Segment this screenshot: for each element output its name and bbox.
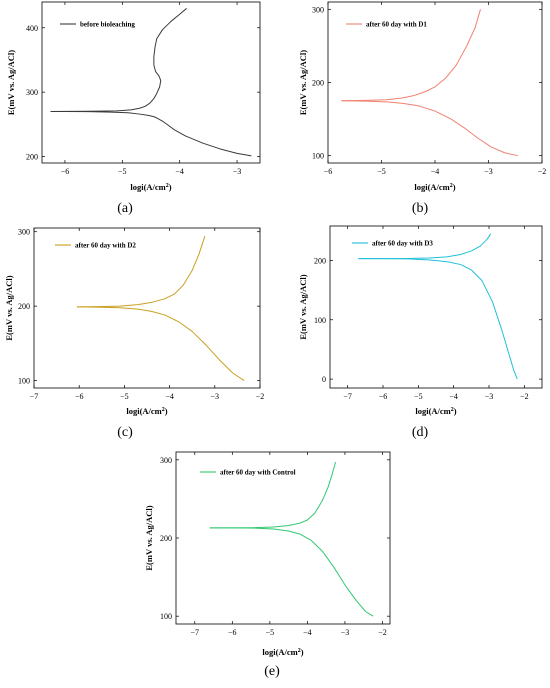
plot-frame [41, 1, 261, 164]
chart-panel-b: −6 −5 −4 −3 −2 100 200 300 after 60 day with D1 l… [298, 1, 547, 216]
plot-frame [33, 227, 261, 389]
x-tick-label: −2 [520, 392, 529, 401]
series-line-cathodic [341, 100, 519, 157]
series-line-anodic [50, 110, 252, 157]
x-tick-label: −3 [211, 392, 220, 401]
x-tick-label: −5 [414, 392, 423, 401]
x-tick-label: −5 [266, 628, 275, 637]
chart-panel-d: −7 −6 −5 −4 −3 −2 0 100 200 after 60 day with D3 l… [298, 225, 543, 440]
x-tick-label: −5 [120, 392, 129, 401]
x-axis-label: logi(A/cm2) [415, 406, 456, 416]
series-line-cathodic [209, 527, 374, 617]
panel-label: (e) [264, 664, 280, 679]
x-tick-label: −7 [343, 392, 352, 401]
series-line-anodic [76, 236, 206, 308]
series-line-cathodic [50, 8, 187, 112]
y-tick-label: 300 [18, 228, 30, 237]
x-tick-label: −4 [175, 167, 184, 176]
legend-label: after 60 day with D3 [372, 240, 433, 248]
legend-label: after 60 day with D1 [366, 21, 427, 29]
x-tick-label: −7 [191, 628, 200, 637]
x-axis-label: logi(A/cm2) [130, 182, 171, 192]
x-tick-label: −2 [538, 167, 547, 176]
x-tick-label: −2 [256, 392, 265, 401]
panel-label: (c) [117, 425, 133, 440]
y-tick-label: 100 [312, 152, 324, 161]
y-axis-label: E(mV vs. Ag/ACl) [4, 275, 14, 340]
x-tick-label: −7 [30, 392, 39, 401]
y-tick-label: 200 [26, 153, 38, 162]
x-tick-label: −3 [485, 392, 494, 401]
y-tick-label: 200 [314, 256, 326, 265]
x-axis-label: logi(A/cm2) [262, 647, 303, 657]
plot-frame [175, 451, 391, 625]
legend-label: before bioleaching [80, 21, 135, 29]
x-tick-label: −5 [118, 167, 127, 176]
x-tick-label: −4 [165, 392, 174, 401]
plot-frame [329, 225, 543, 389]
x-tick-label: −5 [377, 167, 386, 176]
x-tick-label: −4 [449, 392, 458, 401]
x-tick-label: −6 [324, 167, 333, 176]
x-tick-label: −6 [75, 392, 84, 401]
legend-label: after 60 day with Control [220, 469, 296, 477]
y-tick-label: 200 [160, 534, 172, 543]
x-tick-label: −4 [303, 628, 312, 637]
x-axis-label: logi(A/cm2) [414, 182, 455, 192]
y-axis-label: E(mV vs. Ag/ACl) [298, 274, 308, 339]
series-line-anodic [341, 9, 481, 102]
y-tick-label: 300 [160, 456, 172, 465]
y-tick-label: 400 [26, 24, 38, 33]
x-tick-label: −4 [431, 167, 440, 176]
y-tick-label: 300 [26, 88, 38, 97]
legend-label: after 60 day with D2 [75, 242, 136, 250]
x-axis-label: logi(A/cm2) [126, 406, 167, 416]
x-tick-label: −2 [378, 628, 387, 637]
chart-panel-c: −7 −6 −5 −4 −3 −2 100 200 300 after 60 day with D… [4, 227, 265, 440]
panel-label: (b) [412, 201, 429, 216]
y-tick-label: 100 [160, 612, 172, 621]
y-tick-label: 200 [312, 79, 324, 88]
panel-label: (d) [412, 425, 429, 440]
y-axis-label: E(mV vs. Ag/ACl) [144, 505, 154, 570]
x-tick-label: −6 [379, 392, 388, 401]
x-tick-label: −3 [233, 167, 242, 176]
y-axis-label: E(mV vs. Ag/ACl) [298, 50, 308, 115]
x-tick-label: −6 [228, 628, 237, 637]
y-tick-label: 0 [322, 375, 326, 384]
y-tick-label: 200 [18, 302, 30, 311]
plot-frame [327, 1, 543, 164]
x-tick-label: −6 [61, 167, 70, 176]
series-line-cathodic [76, 306, 245, 381]
chart-panel-a: −6 −5 −4 −3 200 300 400 before bioleaching logi(… [6, 1, 261, 216]
x-tick-label: −3 [341, 628, 350, 637]
series-line-cathodic [358, 258, 518, 380]
x-tick-label: −3 [484, 167, 493, 176]
y-tick-label: 100 [314, 316, 326, 325]
chart-panel-e: −7 −6 −5 −4 −3 −2 100 200 300 after 60 day with C… [144, 451, 391, 679]
y-axis-label: E(mV vs. Ag/ACl) [6, 50, 16, 115]
y-tick-label: 300 [312, 5, 324, 14]
y-tick-label: 100 [18, 377, 30, 386]
panel-label: (a) [117, 201, 133, 216]
